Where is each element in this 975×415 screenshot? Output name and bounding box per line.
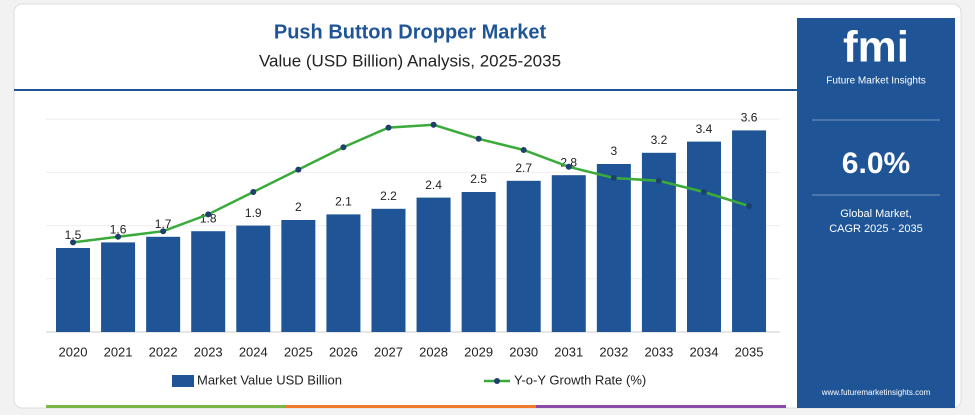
value-label: 2.5	[470, 172, 487, 186]
bar	[461, 192, 496, 332]
line-point	[700, 189, 707, 195]
x-tick-label: 2033	[644, 344, 673, 359]
x-tick-label: 2025	[284, 344, 313, 359]
chart-subtitle: Value (USD Billion) Analysis, 2025-2035	[259, 51, 561, 70]
line-point	[205, 211, 212, 218]
value-label: 1.7	[155, 217, 172, 231]
bar	[596, 164, 631, 332]
line-point	[385, 124, 392, 131]
logo: fmi	[843, 23, 909, 72]
cagr-label: Global Market,	[840, 208, 912, 220]
x-tick-label: 2022	[149, 344, 178, 359]
bar	[732, 130, 767, 332]
x-tick-label: 2020	[59, 344, 88, 359]
bar	[146, 236, 181, 332]
legend-swatch	[172, 375, 194, 387]
value-label: 2	[295, 200, 302, 214]
cagr-value: 6.0%	[842, 147, 910, 180]
bar	[551, 175, 586, 332]
value-label: 1.5	[65, 228, 82, 242]
x-tick-label: 2034	[690, 344, 719, 359]
legend-swatch	[494, 378, 500, 384]
value-label: 2.4	[425, 178, 442, 192]
bar	[191, 231, 226, 332]
line-point	[70, 239, 76, 246]
x-tick-label: 2024	[239, 344, 268, 359]
value-label: 3.6	[741, 111, 758, 125]
x-tick-label: 2027	[374, 344, 403, 359]
x-tick-label: 2035	[735, 344, 764, 359]
cagr-label: CAGR 2025 - 2035	[829, 223, 923, 235]
bar	[416, 197, 451, 332]
bar	[281, 220, 316, 332]
value-label: 1.6	[110, 223, 127, 237]
bar	[236, 225, 271, 332]
website: www.futuremarketinsights.com	[821, 388, 931, 397]
x-tick-label: 2032	[599, 344, 628, 359]
line-point	[160, 228, 167, 235]
value-label: 3.4	[696, 122, 713, 136]
x-tick-label: 2023	[194, 344, 223, 359]
legend-label: Y-o-Y Growth Rate (%)	[514, 372, 646, 387]
sidebar	[797, 18, 955, 408]
x-tick-label: 2029	[464, 344, 493, 359]
line-point	[565, 163, 572, 170]
bar	[56, 248, 90, 332]
bar	[371, 208, 406, 332]
line-point	[430, 121, 437, 128]
line-point	[115, 233, 122, 240]
line-point	[746, 203, 753, 209]
line	[72, 123, 750, 244]
line-point	[610, 175, 617, 181]
x-tick-label: 2031	[554, 344, 583, 359]
stripe	[286, 405, 536, 408]
value-label: 3.2	[651, 133, 668, 147]
bar	[506, 180, 541, 332]
chart-title: Push Button Dropper Market	[274, 21, 547, 43]
line-point	[340, 144, 347, 151]
line-point	[520, 147, 527, 153]
x-tick-label: 2026	[329, 344, 358, 359]
line-point	[295, 166, 302, 173]
value-label: 1.9	[245, 206, 262, 220]
bar	[686, 141, 721, 332]
value-label: 2.7	[515, 161, 532, 175]
line-point	[250, 189, 257, 195]
line-point	[475, 135, 482, 142]
x-tick-label: 2030	[509, 344, 538, 359]
line-point	[655, 177, 662, 184]
legend-label: Market Value USD Billion	[197, 372, 342, 387]
x-tick-label: 2021	[104, 344, 133, 359]
stripe	[536, 405, 786, 408]
value-label: 2.1	[335, 195, 352, 209]
stripe	[46, 405, 286, 408]
value-label: 3	[610, 144, 617, 158]
value-label: 2.2	[380, 189, 397, 203]
bar	[326, 214, 361, 332]
x-tick-label: 2028	[419, 344, 448, 359]
bar	[101, 242, 136, 332]
brand: Future Market Insights	[826, 76, 925, 87]
